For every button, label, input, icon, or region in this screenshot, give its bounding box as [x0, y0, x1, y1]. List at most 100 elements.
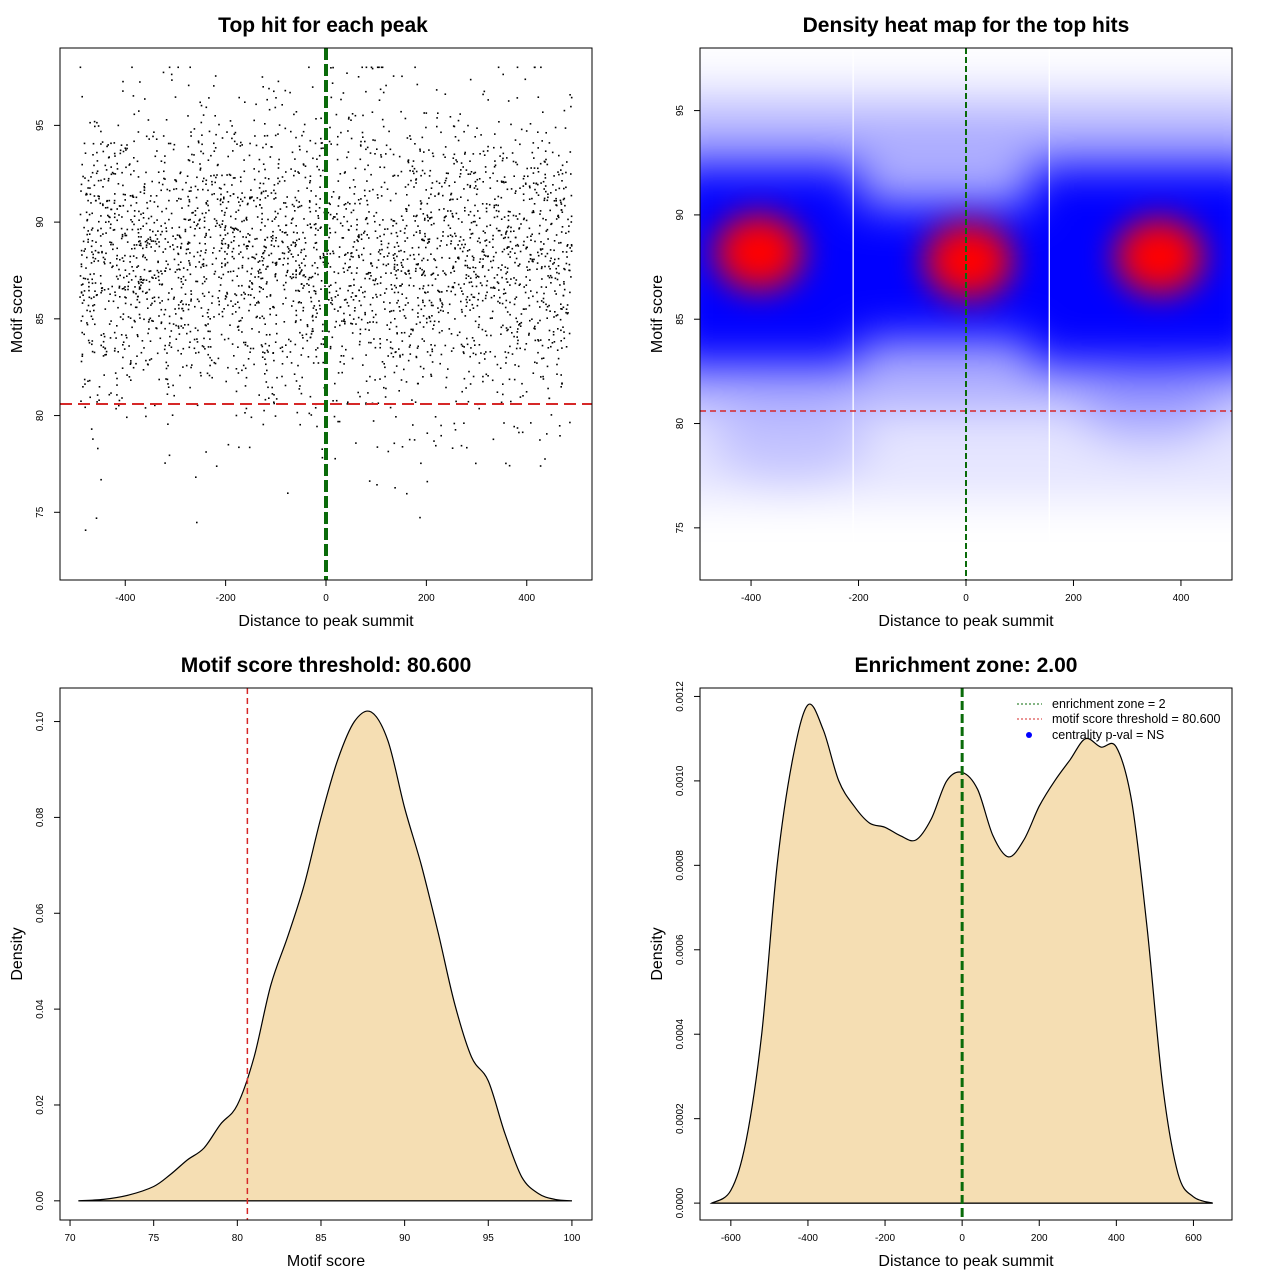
- scatter-point: [80, 320, 83, 322]
- scatter-point: [484, 232, 486, 234]
- scatter-point: [178, 197, 180, 200]
- scatter-point: [570, 245, 573, 247]
- scatter-point: [235, 311, 237, 313]
- scatter-point: [345, 298, 347, 301]
- scatter-point: [453, 153, 456, 156]
- scatter-point: [439, 300, 442, 302]
- scatter-point: [286, 269, 289, 272]
- scatter-point: [88, 233, 91, 235]
- scatter-point: [406, 258, 409, 260]
- scatter-point: [281, 240, 283, 243]
- scatter-point: [182, 327, 184, 329]
- scatter-point: [420, 174, 422, 177]
- scatter-point: [259, 198, 261, 201]
- scatter-point: [254, 238, 256, 240]
- scatter-point: [269, 313, 271, 316]
- scatter-point: [431, 348, 433, 351]
- scatter-point: [422, 287, 424, 290]
- scatter-point: [475, 185, 477, 187]
- scatter-point: [500, 326, 503, 329]
- scatter-point: [197, 329, 199, 332]
- scatter-point: [492, 438, 495, 441]
- scatter-point: [427, 219, 429, 222]
- scatter-point: [383, 166, 386, 169]
- scatter-point: [181, 207, 183, 209]
- scatter-point: [537, 322, 539, 324]
- scatter-point: [269, 333, 271, 336]
- scatter-point: [516, 97, 519, 99]
- scatter-point: [343, 172, 346, 174]
- scatter-point: [320, 226, 322, 228]
- scatter-point: [460, 169, 462, 171]
- scatter-point: [371, 67, 374, 70]
- scatter-point: [409, 169, 411, 172]
- scatter-point: [366, 222, 369, 225]
- scatter-point: [104, 347, 107, 350]
- scatter-point: [173, 188, 175, 191]
- scatter-point: [164, 222, 166, 225]
- scatter-point: [494, 133, 496, 135]
- scatter-point: [487, 145, 489, 148]
- scatter-point: [246, 203, 249, 206]
- scatter-point: [557, 171, 559, 173]
- scatter-point: [336, 218, 339, 221]
- scatter-point: [519, 347, 521, 350]
- scatter-point: [295, 111, 298, 113]
- scatter-point: [160, 225, 162, 227]
- scatter-point: [397, 269, 399, 271]
- scatter-point: [535, 182, 538, 185]
- scatter-point: [101, 141, 104, 143]
- scatter-point: [83, 142, 86, 145]
- scatter-point: [145, 246, 148, 249]
- scatter-point: [148, 328, 150, 330]
- scatter-point: [562, 294, 565, 297]
- scatter-point: [273, 198, 275, 200]
- scatter-point: [190, 300, 192, 302]
- scatter-point: [253, 296, 255, 299]
- scatter-point: [268, 108, 271, 111]
- scatter-point: [338, 246, 341, 248]
- scatter-point: [245, 407, 248, 410]
- scatter-point: [269, 308, 271, 310]
- scatter-point: [365, 354, 367, 356]
- scatter-point: [528, 260, 530, 263]
- scatter-point: [194, 210, 197, 212]
- scatter-point: [158, 378, 160, 381]
- scatter-point: [350, 211, 353, 214]
- scatter-point: [518, 228, 520, 230]
- scatter-point: [428, 241, 430, 243]
- scatter-point: [343, 216, 345, 218]
- scatter-point: [116, 384, 118, 386]
- scatter-point: [344, 320, 346, 323]
- scatter-point: [149, 238, 152, 241]
- scatter-point: [107, 177, 110, 180]
- scatter-point: [196, 404, 199, 407]
- scatter-point: [372, 297, 374, 299]
- scatter-point: [340, 131, 342, 134]
- scatter-point: [274, 275, 277, 278]
- scatter-point: [314, 142, 317, 145]
- scatter-point: [135, 292, 137, 295]
- scatter-point: [443, 219, 445, 222]
- scatter-point: [328, 330, 330, 333]
- scatter-point: [505, 272, 507, 275]
- scatter-point: [404, 317, 407, 319]
- scatter-point: [388, 252, 390, 255]
- scatter-point: [85, 194, 87, 196]
- scatter-point: [533, 258, 535, 261]
- scatter-point: [91, 340, 94, 342]
- scatter-point: [357, 199, 360, 201]
- scatter-point: [262, 351, 264, 353]
- scatter-point: [292, 276, 295, 279]
- scatter-point: [194, 228, 196, 230]
- scatter-point: [105, 350, 108, 353]
- scatter-point: [513, 277, 515, 279]
- p3-y-tick-label: 0.04: [35, 999, 46, 1019]
- scatter-point: [272, 352, 275, 354]
- scatter-point: [93, 164, 95, 167]
- scatter-point: [201, 263, 204, 266]
- scatter-point: [391, 288, 393, 290]
- scatter-point: [134, 275, 137, 278]
- scatter-point: [569, 269, 571, 272]
- scatter-point: [536, 291, 538, 294]
